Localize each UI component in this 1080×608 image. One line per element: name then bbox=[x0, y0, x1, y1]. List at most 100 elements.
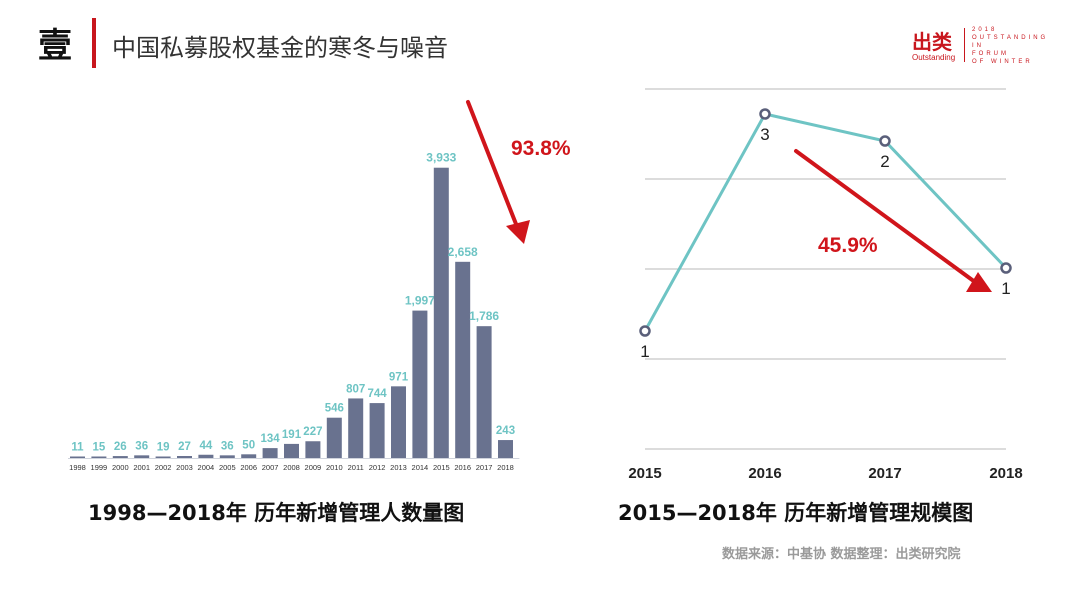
bar bbox=[241, 454, 257, 458]
data-point bbox=[879, 135, 891, 147]
x-tick-label: 2017 bbox=[476, 463, 493, 472]
bar-value-label: 15 bbox=[93, 442, 106, 454]
bar bbox=[455, 261, 471, 458]
x-tick-label: 2018 bbox=[497, 463, 514, 472]
bar-value-label: 36 bbox=[221, 440, 234, 452]
data-point bbox=[759, 108, 771, 120]
bar-value-label: 546 bbox=[325, 403, 344, 415]
x-tick-label: 2003 bbox=[176, 463, 193, 472]
x-tick-label: 1998 bbox=[69, 463, 86, 472]
bar bbox=[284, 443, 299, 458]
page-title: 中国私募股权基金的寒冬与噪音 bbox=[112, 34, 448, 62]
bar bbox=[412, 310, 428, 458]
header-accent-bar bbox=[92, 18, 96, 68]
bar-value-label: 44 bbox=[200, 440, 213, 452]
x-tick-label: 2015 bbox=[628, 465, 661, 482]
bar-value-label: 26 bbox=[114, 441, 127, 453]
x-tick-label: 2001 bbox=[133, 463, 150, 472]
bar bbox=[433, 167, 449, 458]
bar bbox=[219, 455, 235, 458]
bar-value-label: 744 bbox=[368, 388, 388, 400]
logo-line: IN bbox=[972, 43, 984, 49]
data-point bbox=[639, 325, 651, 337]
bar bbox=[70, 456, 85, 458]
bar bbox=[305, 441, 321, 458]
bar-value-label: 807 bbox=[346, 383, 365, 395]
bar bbox=[326, 417, 342, 458]
trend-arrow-shaft bbox=[794, 149, 977, 284]
trend-arrow-shaft bbox=[466, 100, 518, 226]
bar bbox=[348, 398, 364, 458]
decline-annotation: 45.9% bbox=[818, 234, 878, 257]
logo-line: FORUM bbox=[972, 51, 1009, 57]
x-tick-label: 2008 bbox=[283, 463, 300, 472]
data-point bbox=[1000, 262, 1012, 274]
section-number: 壹 bbox=[38, 26, 72, 66]
bar-value-label: 1,997 bbox=[405, 294, 435, 308]
logo-line: 2018 bbox=[972, 27, 998, 33]
logo-name: 出类 bbox=[912, 30, 952, 54]
x-tick-label: 2005 bbox=[219, 463, 236, 472]
x-tick-label: 2012 bbox=[369, 463, 386, 472]
bar-chart-title: 1998—2018年 历年新增管理人数量图 bbox=[88, 501, 465, 525]
point-value-label: 3 bbox=[760, 125, 769, 144]
bar bbox=[91, 456, 107, 458]
x-tick-label: 2018 bbox=[989, 465, 1022, 482]
bar bbox=[262, 448, 278, 458]
bar-value-label: 50 bbox=[242, 439, 255, 451]
bar bbox=[155, 456, 171, 458]
data-source-note: 数据来源：中基协 数据整理：出类研究院 bbox=[722, 547, 961, 562]
x-tick-label: 2007 bbox=[262, 463, 279, 472]
x-tick-label: 2013 bbox=[390, 463, 407, 472]
x-tick-label: 2017 bbox=[868, 465, 901, 482]
bar-value-label: 1,786 bbox=[469, 309, 499, 323]
bar-value-label: 27 bbox=[178, 441, 191, 453]
x-tick-label: 2014 bbox=[412, 463, 429, 472]
bar-value-label: 191 bbox=[282, 429, 302, 441]
x-tick-label: 2002 bbox=[155, 463, 172, 472]
bar-value-label: 134 bbox=[261, 433, 281, 445]
x-tick-label: 2006 bbox=[240, 463, 257, 472]
point-value-label: 2 bbox=[880, 152, 889, 171]
series-line bbox=[643, 112, 1008, 332]
bar-value-label: 36 bbox=[135, 440, 148, 452]
bar bbox=[391, 386, 406, 458]
logo-line: OF WINTER bbox=[972, 59, 1033, 65]
logo-divider bbox=[964, 28, 965, 62]
bar bbox=[369, 403, 385, 458]
logo-line: OUTSTANDING bbox=[972, 35, 1049, 41]
trend-arrow-head bbox=[506, 220, 530, 244]
bar bbox=[498, 440, 513, 458]
x-tick-label: 2004 bbox=[198, 463, 215, 472]
x-tick-label: 2016 bbox=[454, 463, 471, 472]
x-tick-label: 2009 bbox=[305, 463, 322, 472]
bar bbox=[198, 454, 214, 458]
bar bbox=[134, 455, 150, 458]
bar-value-label: 971 bbox=[389, 371, 409, 383]
bar-value-label: 19 bbox=[157, 442, 170, 454]
trend-arrow-head bbox=[966, 272, 992, 292]
bar bbox=[177, 456, 192, 458]
bar-value-label: 2,658 bbox=[448, 245, 478, 259]
point-value-label: 1 bbox=[640, 342, 649, 361]
decline-annotation: 93.8% bbox=[511, 137, 571, 160]
logo-subtitle: Outstanding bbox=[912, 53, 956, 62]
line-chart-title: 2015—2018年 历年新增管理规模图 bbox=[618, 501, 974, 525]
point-value-label: 1 bbox=[1001, 279, 1010, 298]
bar bbox=[476, 326, 492, 458]
brand-logo: 出类 Outstanding 2018 OUTSTANDING IN FORUM… bbox=[912, 26, 1062, 66]
x-tick-label: 1999 bbox=[91, 463, 108, 472]
x-tick-label: 2011 bbox=[348, 463, 364, 472]
bar-value-label: 243 bbox=[496, 425, 515, 437]
x-tick-label: 2015 bbox=[433, 463, 450, 472]
x-tick-label: 2000 bbox=[112, 463, 129, 472]
logo-text-block: 2018 OUTSTANDING IN FORUM OF WINTER bbox=[972, 26, 1048, 66]
bar bbox=[112, 456, 128, 458]
x-tick-label: 2010 bbox=[326, 463, 343, 472]
bar-value-label: 11 bbox=[71, 442, 84, 454]
bar-value-label: 227 bbox=[303, 426, 322, 438]
bar-value-label: 3,933 bbox=[426, 151, 456, 165]
x-tick-label: 2016 bbox=[748, 465, 781, 482]
